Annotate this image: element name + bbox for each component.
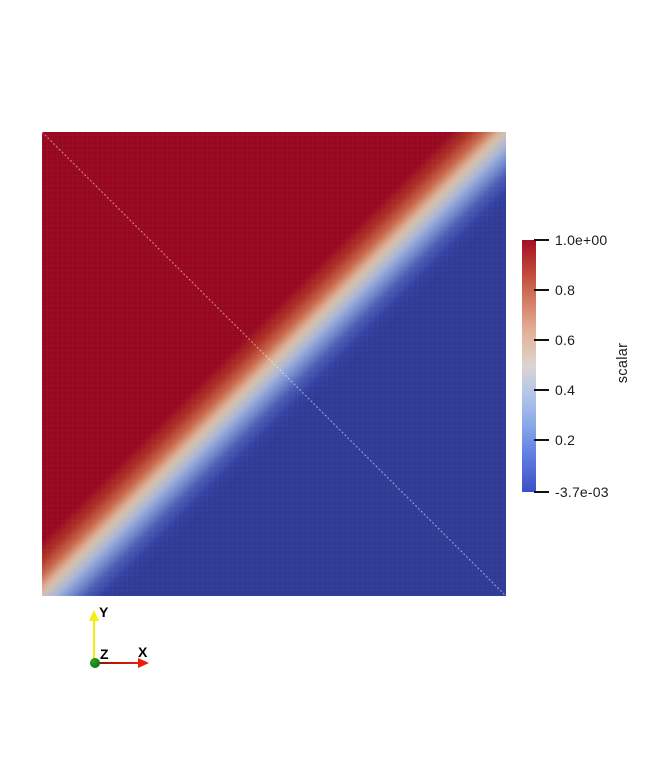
mesh-diagonal-edge <box>42 132 506 596</box>
tick-mark <box>534 239 549 241</box>
x-axis-shaft <box>99 662 139 664</box>
x-axis-label: X <box>138 644 148 660</box>
colorbar-tick-label: 0.6 <box>555 332 576 348</box>
tick-mark <box>534 389 549 391</box>
z-axis-dot-icon <box>90 658 100 668</box>
colorbar-tick: -3.7e-03 <box>534 484 609 500</box>
tick-mark <box>534 491 549 493</box>
z-axis-label: Z <box>100 646 109 662</box>
tick-mark <box>534 439 549 441</box>
y-axis-label: Y <box>99 604 109 620</box>
tick-mark <box>534 339 549 341</box>
y-axis-shaft <box>93 620 95 663</box>
tick-mark <box>534 289 549 291</box>
colorbar-tick-label: 0.2 <box>555 432 576 448</box>
colorbar-tick: 1.0e+00 <box>534 232 607 248</box>
colorbar-tick: 0.6 <box>534 332 575 348</box>
colorbar-tick: 0.2 <box>534 432 575 448</box>
x-axis-arrow-icon <box>138 658 149 668</box>
colorbar-tick-label: 1.0e+00 <box>555 232 608 248</box>
colorbar-tick-label: -3.7e-03 <box>555 484 609 500</box>
colorbar: 1.0e+00 0.8 0.6 0.4 0.2 -3.7e-03 scalar <box>522 232 655 500</box>
colorbar-tick: 0.4 <box>534 382 575 398</box>
y-axis-arrow-icon <box>89 610 99 621</box>
colorbar-tick-label: 0.8 <box>555 282 576 298</box>
colorbar-gradient <box>522 240 536 492</box>
colorbar-tick-label: 0.4 <box>555 382 576 398</box>
scalar-field-surface[interactable] <box>42 132 506 596</box>
colorbar-title: scalar <box>615 342 631 384</box>
orientation-axes-widget: Y X Z <box>82 600 172 680</box>
colorbar-tick: 0.8 <box>534 282 575 298</box>
